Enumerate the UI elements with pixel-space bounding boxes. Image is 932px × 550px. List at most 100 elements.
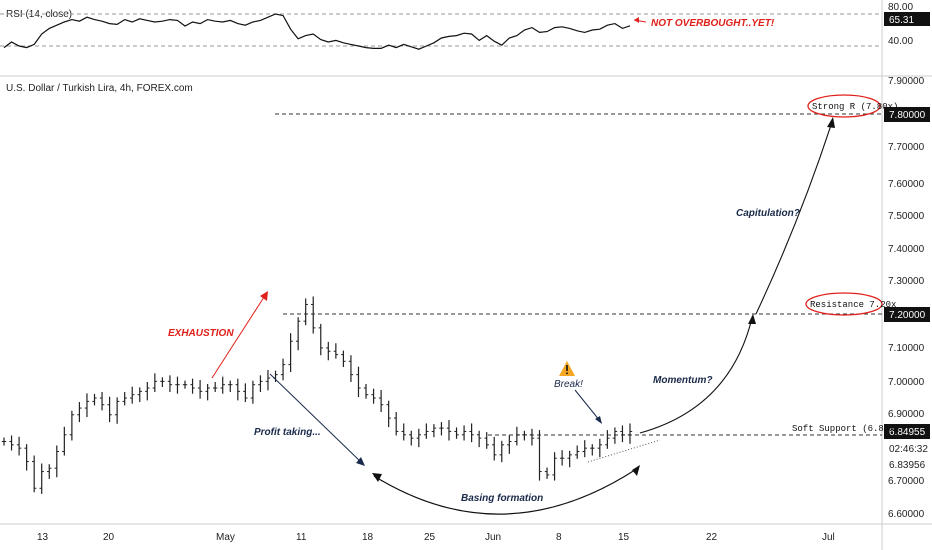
- price-bar: [620, 425, 625, 443]
- date-label: 13: [37, 532, 49, 543]
- momentum-curve: [639, 317, 753, 434]
- price-bar: [605, 430, 610, 449]
- price-bar: [552, 452, 557, 481]
- prev-price-label: 6.83956: [889, 460, 926, 471]
- price-bar: [582, 440, 587, 458]
- price-bar: [590, 444, 595, 456]
- date-label: 20: [103, 532, 115, 543]
- price-bar: [84, 393, 90, 418]
- soft-support-label: Soft Support (6.80x): [792, 424, 900, 434]
- price-bar: [220, 376, 225, 394]
- exhaustion-label: EXHAUSTION: [168, 328, 234, 339]
- price-bar: [295, 317, 301, 351]
- price-bar: [454, 427, 459, 439]
- price-bar: [31, 455, 37, 493]
- price-bar: [1, 437, 7, 446]
- basing-arrowhead-right: [632, 465, 640, 476]
- price-bar: [318, 323, 323, 356]
- date-label: 25: [424, 532, 436, 543]
- price-bar: [409, 430, 414, 446]
- price-label: 7.70000: [888, 142, 925, 153]
- current-price-badge: [884, 424, 930, 439]
- price-label: 7.10000: [888, 343, 925, 354]
- price-bar: [507, 435, 512, 454]
- price-bar: [544, 467, 550, 479]
- price-bar: [333, 343, 339, 359]
- price-label-7-80: 7.80000: [889, 110, 926, 121]
- price-bar: [54, 445, 59, 478]
- trendline: [587, 439, 661, 463]
- countdown-label: 02:46:32: [889, 444, 928, 455]
- price-bar: [122, 392, 127, 406]
- basing-arrowhead-left: [372, 473, 382, 482]
- price-bar: [152, 373, 158, 393]
- price-bar: [258, 375, 263, 393]
- rsi-title: RSI (14, close): [6, 9, 72, 20]
- rsi-panel: RSI (14, close) 80.00 40.00 65.31 NOT OV…: [0, 2, 930, 50]
- momentum-label: Momentum?: [653, 375, 712, 386]
- price-bar: [47, 464, 52, 479]
- price-bar: [567, 450, 572, 468]
- price-bar: [62, 426, 67, 456]
- price-bar: [288, 333, 293, 372]
- price-bar: [386, 400, 391, 428]
- price-bar: [537, 430, 542, 481]
- price-bar: [522, 430, 527, 441]
- price-bar: [205, 384, 210, 401]
- capitulation-curve: [755, 121, 833, 315]
- price-bar: [476, 430, 482, 448]
- rsi-current-badge: [884, 12, 930, 26]
- price-bar: [612, 427, 618, 444]
- price-bars: [1, 296, 633, 494]
- price-bar: [114, 397, 120, 424]
- price-bar: [190, 378, 195, 394]
- resistance-label: Resistance 7.20x: [810, 300, 896, 310]
- price-bar: [160, 377, 165, 388]
- price-badge-7-80: [884, 107, 930, 122]
- price-bar: [492, 436, 497, 461]
- price-label-7-20: 7.20000: [889, 310, 926, 321]
- price-bar: [39, 463, 44, 494]
- price-bar: [499, 440, 504, 463]
- price-bar: [446, 420, 452, 441]
- price-bar: [431, 424, 437, 438]
- price-bar: [439, 422, 444, 436]
- date-label: 18: [362, 532, 374, 543]
- capitulation-label: Capitulation?: [736, 208, 800, 219]
- price-bar: [24, 444, 29, 471]
- price-badge-7-20: [884, 307, 930, 322]
- price-bar: [280, 358, 286, 381]
- strong-r-ellipse: [807, 94, 881, 118]
- price-bar: [424, 423, 429, 439]
- profit-taking-arrowhead: [356, 457, 365, 466]
- price-label: 6.60000: [888, 509, 925, 520]
- exhaustion-arrowhead: [260, 291, 268, 301]
- price-bar: [627, 423, 633, 444]
- price-bar: [9, 435, 14, 451]
- price-bar: [250, 380, 256, 404]
- price-bar: [197, 379, 203, 399]
- price-bar: [175, 376, 180, 394]
- date-label: May: [216, 532, 235, 543]
- price-bar: [326, 341, 331, 361]
- date-label: 22: [706, 532, 718, 543]
- exhaustion-arrow: [211, 293, 267, 379]
- price-bar: [575, 445, 580, 459]
- price-bar: [107, 396, 112, 423]
- capitulation-arrowhead: [827, 117, 835, 128]
- date-label: 8: [556, 532, 562, 543]
- price-bar: [311, 296, 316, 334]
- break-arrowhead: [595, 416, 602, 424]
- current-price-label: 6.84955: [889, 427, 926, 438]
- price-bar: [92, 394, 97, 406]
- price-bar: [341, 350, 346, 367]
- price-bar: [69, 410, 75, 441]
- resistance-ellipse: [805, 292, 883, 316]
- price-label: 6.90000: [888, 409, 925, 420]
- price-bar: [416, 428, 422, 448]
- basing-arc: [373, 467, 639, 515]
- break-label: Break!: [554, 379, 583, 390]
- price-bar: [212, 382, 218, 393]
- price-bar: [363, 384, 369, 399]
